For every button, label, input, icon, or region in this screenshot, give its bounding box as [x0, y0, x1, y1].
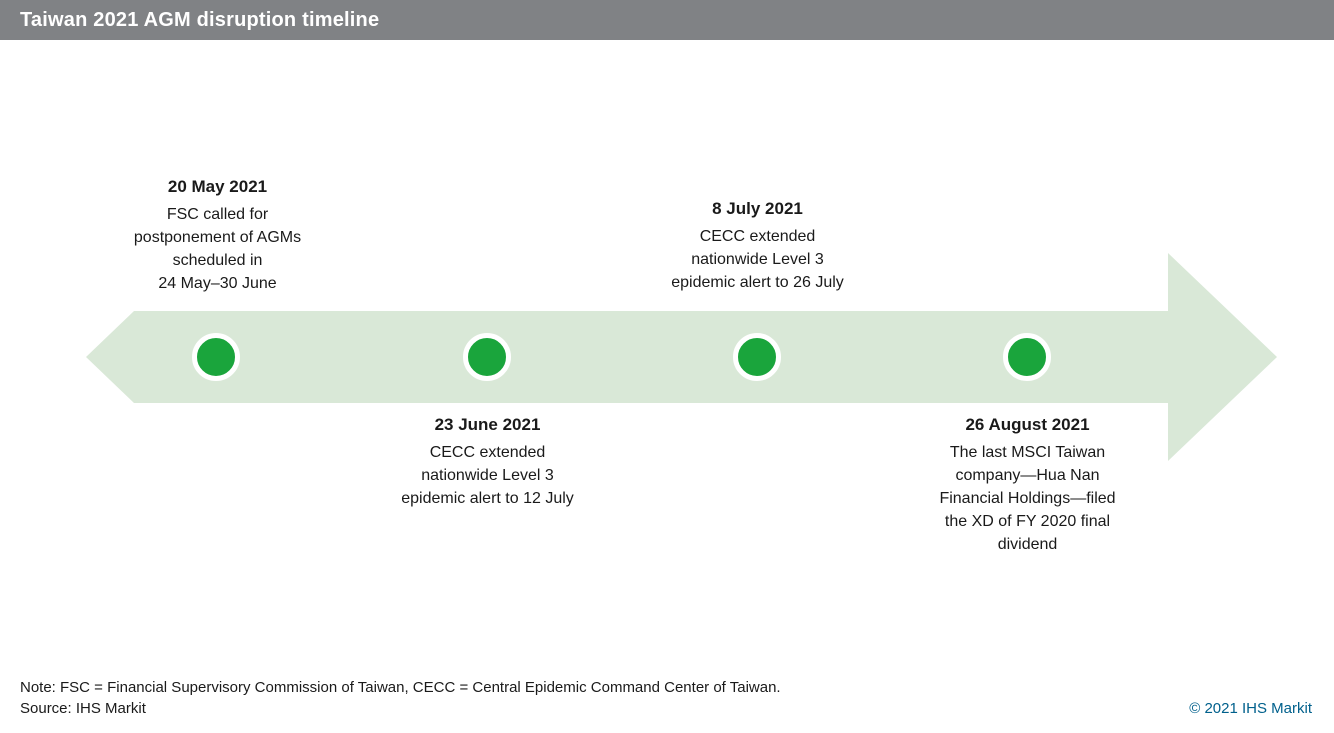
footer-source: Source: IHS Markit [20, 700, 146, 717]
timeline-event-1: 20 May 2021 FSC called for postponement … [85, 177, 350, 295]
page-title: Taiwan 2021 AGM disruption timeline [20, 8, 380, 31]
footer-copyright: © 2021 IHS Markit [1189, 700, 1312, 717]
timeline-dot [192, 333, 240, 381]
timeline-event-3: 8 July 2021 CECC extended nationwide Lev… [625, 199, 890, 294]
event-description: CECC extended nationwide Level 3 epidemi… [671, 228, 844, 291]
event-description: CECC extended nationwide Level 3 epidemi… [401, 444, 574, 507]
timeline-event-2: 23 June 2021 CECC extended nationwide Le… [355, 415, 620, 510]
timeline-event-4: 26 August 2021 The last MSCI Taiwan comp… [900, 415, 1155, 556]
header: Taiwan 2021 AGM disruption timeline [0, 0, 1334, 40]
timeline-dot [733, 333, 781, 381]
event-date: 8 July 2021 [712, 199, 803, 218]
event-description: FSC called for postponement of AGMs sche… [133, 206, 302, 292]
timeline-dot [1003, 333, 1051, 381]
footer-note: Note: FSC = Financial Supervisory Commis… [20, 679, 781, 696]
event-date: 23 June 2021 [434, 415, 541, 434]
event-description: The last MSCI Taiwan company—Hua Nan Fin… [939, 444, 1116, 553]
event-date: 20 May 2021 [167, 177, 268, 196]
timeline-dot [463, 333, 511, 381]
event-date: 26 August 2021 [965, 415, 1090, 434]
